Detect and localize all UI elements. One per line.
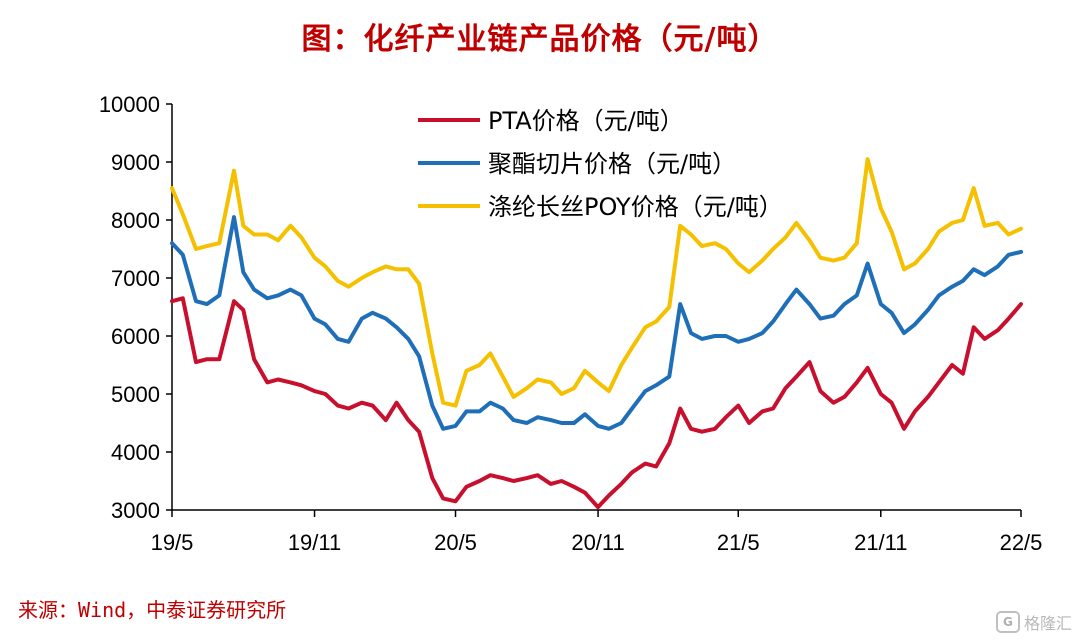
y-tick-label: 8000 xyxy=(111,208,160,233)
x-tick-label: 19/11 xyxy=(288,530,341,555)
axes: 3000 4000 5000 6000 7000 8000 9000 10000 19/5 19/… xyxy=(99,92,1043,555)
series-line-2 xyxy=(170,215,1023,431)
x-tick-label: 19/5 xyxy=(151,530,194,555)
legend-label: PTA价格（元/吨） xyxy=(488,107,684,135)
legend: PTA价格（元/吨） 聚酯切片价格（元/吨） 涤纶长丝POY价格（元/吨） xyxy=(418,107,783,221)
x-tick-label: 20/11 xyxy=(571,530,624,555)
x-tick-label: 21/11 xyxy=(854,530,907,555)
watermark-text: 格隆汇 xyxy=(1023,614,1072,633)
x-tick-label: 22/5 xyxy=(1000,530,1043,555)
series-layer xyxy=(170,157,1023,510)
y-tick-label: 4000 xyxy=(111,440,160,465)
legend-label: 聚酯切片价格（元/吨） xyxy=(488,150,736,178)
x-tick-label: 21/5 xyxy=(717,530,760,555)
x-tick-label: 20/5 xyxy=(434,530,477,555)
y-tick-label: 5000 xyxy=(111,382,160,407)
chart-title: 图：化纤产业链产品价格（元/吨） xyxy=(301,22,779,57)
y-tick-label: 10000 xyxy=(99,92,160,117)
watermark-logo-icon: G xyxy=(995,611,1020,633)
legend-label: 涤纶长丝POY价格（元/吨） xyxy=(488,193,783,221)
series-line-3 xyxy=(170,157,1023,408)
watermark: G 格隆汇 xyxy=(995,610,1072,634)
y-tick-label: 7000 xyxy=(111,266,160,291)
y-tick-label: 6000 xyxy=(111,324,160,349)
series-line-1 xyxy=(170,296,1023,510)
y-tick-label: 9000 xyxy=(111,150,160,175)
source-note: 来源：Wind，中泰证券研究所 xyxy=(18,598,287,622)
y-tick-label: 3000 xyxy=(111,498,160,523)
